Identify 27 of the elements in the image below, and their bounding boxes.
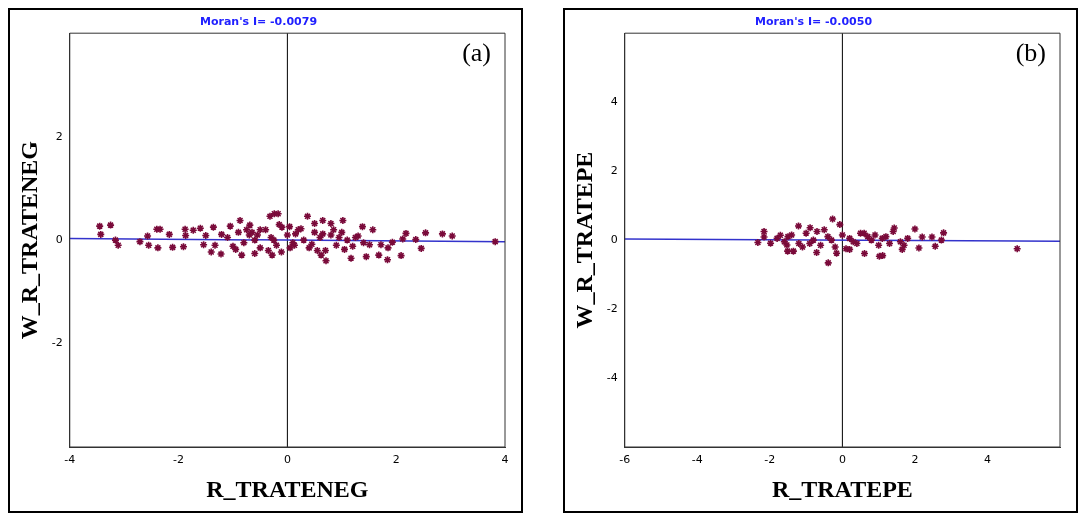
x-tick-label: 4 bbox=[501, 453, 509, 467]
x-tick-label: -4 bbox=[64, 453, 76, 467]
y-axis-title: W_R_TRATENEG bbox=[15, 140, 42, 340]
y-tick-label: 2 bbox=[55, 129, 63, 143]
y-tick-label: -2 bbox=[51, 336, 63, 350]
x-tick-label: 0 bbox=[838, 453, 846, 467]
chart-title: Moran's I= -0.0079 bbox=[199, 15, 318, 29]
x-tick-label: 2 bbox=[911, 453, 919, 467]
x-tick-label: -6 bbox=[619, 453, 631, 467]
y-tick-label: 0 bbox=[610, 232, 618, 246]
y-tick-label: -2 bbox=[606, 301, 618, 315]
x-tick-label: -4 bbox=[691, 453, 703, 467]
x-tick-label: 0 bbox=[283, 453, 291, 467]
y-tick-label: 4 bbox=[610, 95, 618, 109]
y-tick-label: 0 bbox=[55, 232, 63, 246]
y-axis-title: W_R_TRATEPE bbox=[570, 151, 597, 329]
x-axis-title: R_TRATEPE bbox=[771, 475, 913, 502]
y-tick-label: -4 bbox=[606, 370, 618, 384]
chart-title: Moran's I= -0.0050 bbox=[754, 15, 873, 29]
x-axis-title: R_TRATENEG bbox=[206, 475, 369, 502]
x-tick-label: -2 bbox=[173, 453, 185, 467]
x-tick-label: 2 bbox=[392, 453, 400, 467]
annotation: (a) bbox=[462, 38, 491, 68]
y-tick-label: 2 bbox=[610, 163, 618, 177]
annotation: (b) bbox=[1015, 38, 1046, 68]
x-tick-label: 4 bbox=[983, 453, 991, 467]
x-tick-label: -2 bbox=[764, 453, 776, 467]
